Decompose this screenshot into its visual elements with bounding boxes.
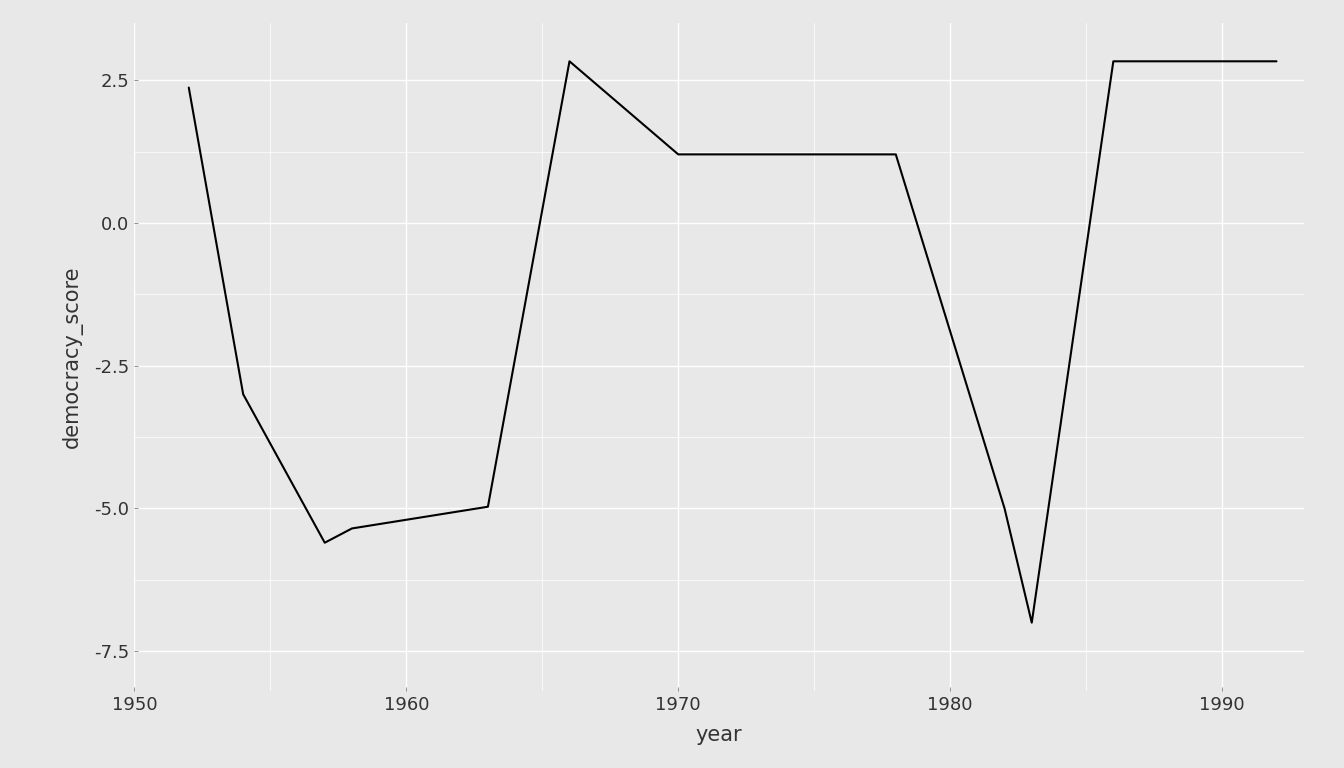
X-axis label: year: year: [696, 725, 742, 745]
Y-axis label: democracy_score: democracy_score: [62, 266, 83, 449]
